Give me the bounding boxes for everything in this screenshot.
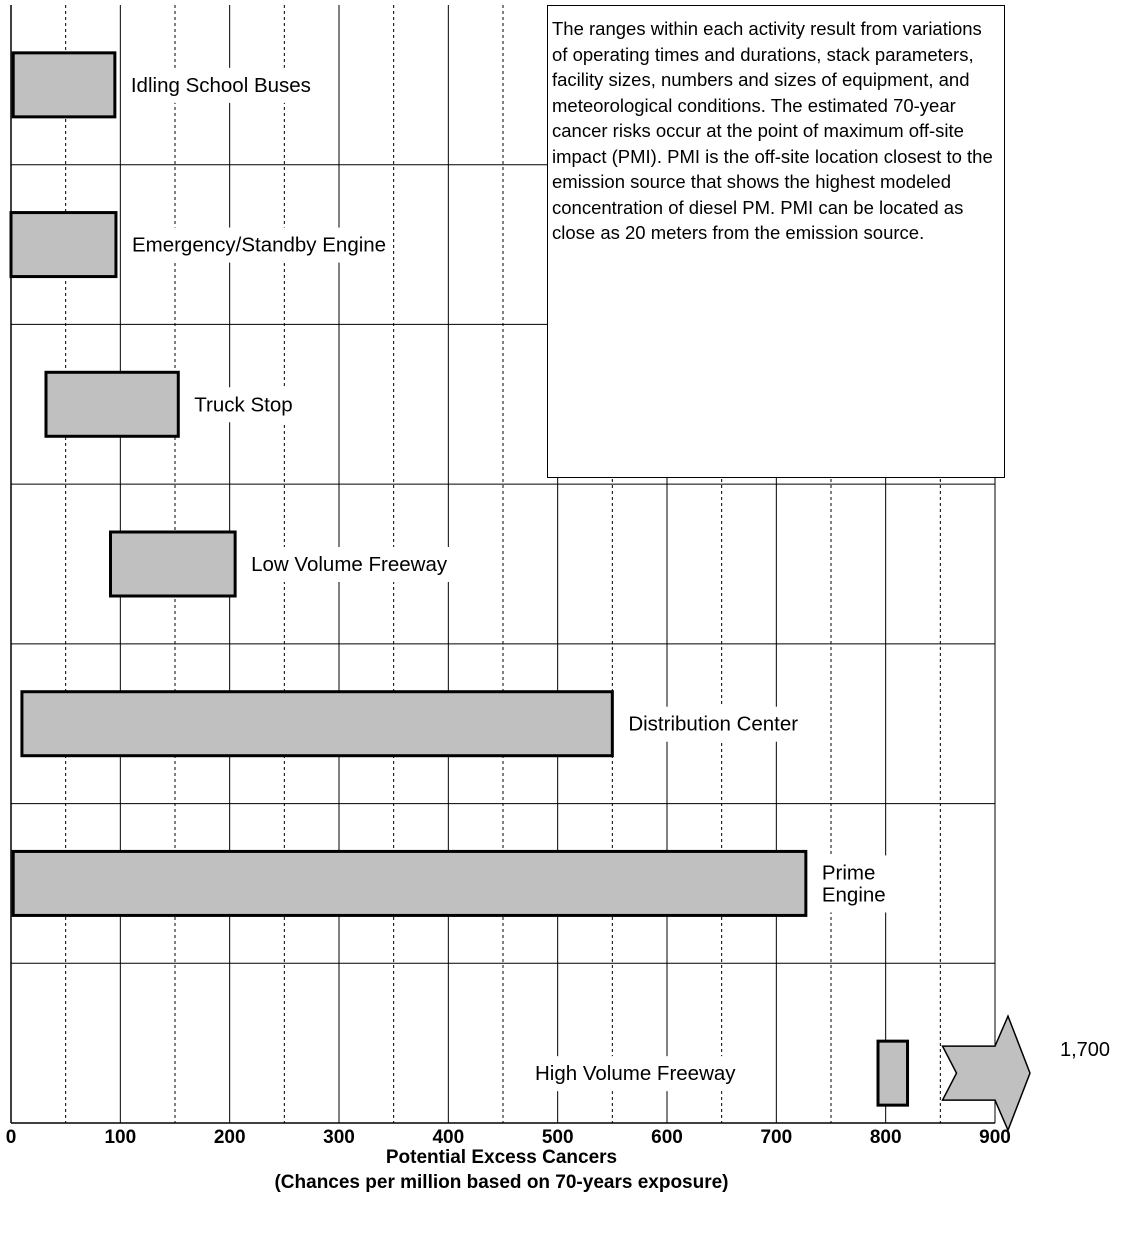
range-bar xyxy=(44,370,180,438)
bar-label: Prime Engine xyxy=(822,861,886,906)
bar-label: Emergency/Standby Engine xyxy=(132,234,386,257)
range-bar xyxy=(20,690,614,758)
range-bars xyxy=(9,51,910,1107)
bar-label-background xyxy=(125,227,393,263)
x-axis-label: Potential Excess Cancers xyxy=(385,1147,618,1168)
bar-label-background xyxy=(124,67,317,103)
bar-label-background xyxy=(188,387,299,423)
bar-label: High Volume Freeway xyxy=(535,1062,736,1085)
bar-label-background xyxy=(815,855,892,913)
bar-label: Distribution Center xyxy=(628,713,798,736)
x-axis-ticks: 0 100 200 300 400 500 600 700 800 900 xyxy=(6,1127,1011,1148)
x-tick-label: 700 xyxy=(760,1127,792,1148)
x-tick-label: 300 xyxy=(323,1127,355,1148)
bar-labels: Idling School Buses Emergency/Standby Eng… xyxy=(124,67,892,1092)
x-tick-label: 900 xyxy=(979,1127,1011,1148)
x-tick-label: 800 xyxy=(870,1127,902,1148)
range-bar xyxy=(108,530,237,598)
bar-label: Truck Stop xyxy=(194,393,292,416)
range-bar xyxy=(876,1039,910,1107)
x-axis-sublabel: (Chances per million based on 70-years e… xyxy=(274,1172,729,1193)
overflow-arrow-shape xyxy=(941,1014,1031,1133)
x-tick-label: 500 xyxy=(542,1127,574,1148)
overflow-arrow: 1,700 xyxy=(941,1014,1110,1133)
x-tick-label: 100 xyxy=(104,1127,136,1148)
bar-label-background xyxy=(622,706,805,742)
bar-label-background xyxy=(245,547,454,582)
x-tick-label: 0 xyxy=(6,1127,17,1148)
x-tick-label: 200 xyxy=(214,1127,246,1148)
note-box: The ranges within each activity result f… xyxy=(547,5,1005,478)
bar-label: Idling School Buses xyxy=(131,74,311,97)
overflow-arrow-label: 1,700 xyxy=(1060,1039,1110,1061)
x-tick-label: 400 xyxy=(432,1127,464,1148)
x-tick-label: 600 xyxy=(651,1127,683,1148)
range-bar xyxy=(11,849,808,917)
bar-label-background xyxy=(529,1056,743,1092)
bar-label: Low Volume Freeway xyxy=(251,553,448,576)
range-bar xyxy=(11,51,117,119)
row-separators xyxy=(10,5,995,1124)
range-bar xyxy=(9,211,118,279)
